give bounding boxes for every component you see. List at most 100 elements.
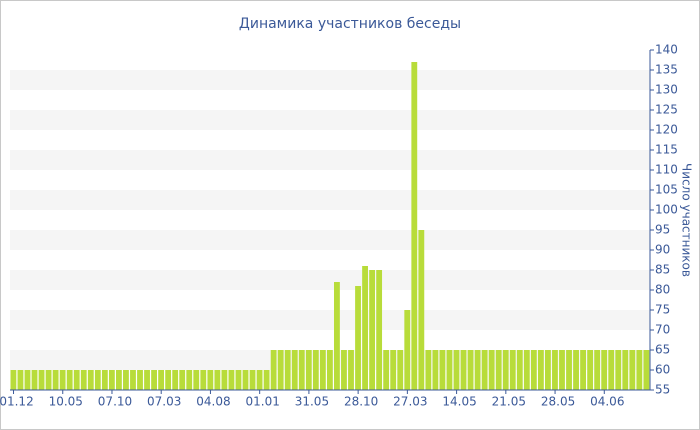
y-tick-label: 115 bbox=[655, 143, 678, 157]
y-tick-label: 80 bbox=[655, 283, 670, 297]
bar bbox=[249, 370, 256, 390]
bar bbox=[516, 350, 523, 390]
bar bbox=[221, 370, 228, 390]
grid-band bbox=[10, 270, 650, 290]
bar bbox=[291, 350, 298, 390]
y-axis-label: Число участников bbox=[680, 163, 694, 277]
bar bbox=[165, 370, 172, 390]
bar bbox=[418, 230, 425, 390]
bar bbox=[45, 370, 52, 390]
y-tick-label: 60 bbox=[655, 363, 670, 377]
bar bbox=[284, 350, 291, 390]
bar bbox=[312, 350, 319, 390]
bar bbox=[80, 370, 87, 390]
bar bbox=[298, 350, 305, 390]
bar bbox=[193, 370, 200, 390]
bar bbox=[130, 370, 136, 390]
grid-band bbox=[10, 110, 650, 130]
y-tick-label: 75 bbox=[655, 303, 670, 317]
bar bbox=[179, 370, 186, 390]
bar bbox=[66, 370, 73, 390]
bar bbox=[256, 370, 263, 390]
x-tick-label: 28.10 bbox=[344, 395, 378, 409]
bar bbox=[509, 350, 516, 390]
bar bbox=[587, 350, 594, 390]
y-tick-label: 70 bbox=[655, 323, 670, 337]
bar bbox=[559, 350, 565, 390]
bar bbox=[474, 350, 481, 390]
bar bbox=[594, 350, 601, 390]
x-tick-label: 01.12 bbox=[0, 395, 34, 409]
bar bbox=[566, 350, 572, 390]
bar bbox=[123, 370, 129, 390]
bar bbox=[94, 370, 101, 390]
bar bbox=[305, 350, 312, 390]
bar bbox=[277, 350, 284, 390]
y-tick-label: 95 bbox=[655, 223, 670, 237]
bar bbox=[636, 350, 643, 390]
bar bbox=[580, 350, 587, 390]
y-tick-label: 65 bbox=[655, 343, 670, 357]
bar bbox=[108, 370, 115, 390]
bar bbox=[622, 350, 629, 390]
y-tick-label: 135 bbox=[655, 63, 678, 77]
bar bbox=[523, 350, 530, 390]
bar bbox=[390, 350, 397, 390]
x-tick-label: 28.05 bbox=[541, 395, 575, 409]
y-tick-label: 140 bbox=[655, 43, 678, 57]
x-tick-label: 10.05 bbox=[49, 395, 83, 409]
bar bbox=[439, 350, 446, 390]
y-tick-label: 125 bbox=[655, 103, 678, 117]
bar bbox=[263, 370, 270, 390]
bar bbox=[425, 350, 432, 390]
x-tick-label: 31.05 bbox=[295, 395, 329, 409]
x-tick-label: 04.08 bbox=[196, 395, 230, 409]
bar bbox=[397, 350, 404, 390]
bar bbox=[87, 370, 94, 390]
bar bbox=[629, 350, 636, 390]
bar bbox=[186, 370, 193, 390]
x-tick-label: 14.05 bbox=[442, 395, 476, 409]
bar bbox=[376, 270, 383, 390]
bar bbox=[453, 350, 460, 390]
bar bbox=[495, 350, 502, 390]
y-tick-label: 110 bbox=[655, 163, 678, 177]
bar bbox=[101, 370, 108, 390]
grid-band bbox=[10, 190, 650, 210]
grid-band bbox=[10, 310, 650, 330]
y-tick-label: 105 bbox=[655, 183, 678, 197]
bar bbox=[214, 370, 221, 390]
bar bbox=[355, 286, 361, 390]
bar bbox=[144, 370, 150, 390]
bar bbox=[446, 350, 453, 390]
bar bbox=[341, 350, 347, 390]
bar bbox=[17, 370, 24, 390]
chart-title: Динамика участников беседы bbox=[239, 16, 461, 32]
bar bbox=[73, 370, 80, 390]
bar bbox=[411, 62, 418, 390]
bar bbox=[10, 370, 17, 390]
bar bbox=[172, 370, 179, 390]
bar bbox=[151, 370, 157, 390]
bar bbox=[52, 370, 59, 390]
y-tick-label: 130 bbox=[655, 83, 678, 97]
bar bbox=[545, 350, 551, 390]
bar bbox=[537, 350, 544, 390]
bar bbox=[137, 370, 143, 390]
bar bbox=[334, 282, 340, 390]
bar bbox=[608, 350, 615, 390]
x-tick-label: 04.06 bbox=[590, 395, 624, 409]
y-tick-label: 85 bbox=[655, 263, 670, 277]
grid-band bbox=[10, 150, 650, 170]
grid-band bbox=[10, 230, 650, 250]
bar bbox=[200, 370, 207, 390]
bar bbox=[432, 350, 439, 390]
bar bbox=[383, 350, 390, 390]
bar bbox=[242, 370, 249, 390]
bar bbox=[404, 310, 411, 390]
bar bbox=[59, 370, 66, 390]
bar bbox=[467, 350, 474, 390]
bar bbox=[615, 350, 622, 390]
bar bbox=[115, 370, 122, 390]
x-tick-label: 21.05 bbox=[492, 395, 526, 409]
